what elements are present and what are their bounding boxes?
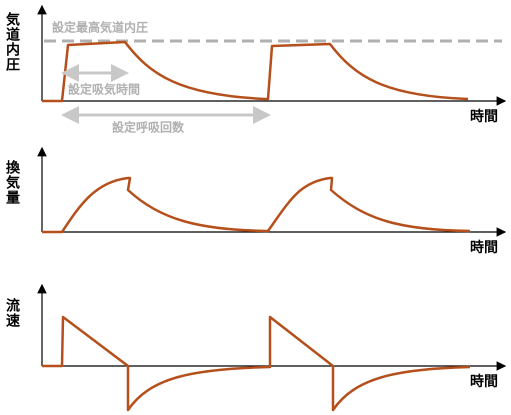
volume-panel: 換気量 時間	[4, 146, 507, 256]
x-label: 時間	[470, 373, 498, 390]
annotation: 設定最高気道内圧	[52, 20, 148, 35]
y-label: 気道内圧	[4, 11, 20, 72]
x-label: 時間	[470, 239, 498, 256]
volume-wave	[42, 176, 471, 234]
pressure-wave	[42, 40, 469, 103]
y-label: 換気量	[4, 159, 20, 205]
pressure-panel: 気道内圧 設定最高気道内圧 設定吸気時間 設定呼吸回数 時間	[4, 4, 507, 135]
x-label: 時間	[470, 108, 498, 125]
annotation: 設定吸気時間	[68, 82, 140, 97]
annotation: 設定呼吸回数	[112, 120, 185, 135]
flow-wave	[42, 315, 471, 412]
y-label: 流速	[4, 297, 20, 328]
flow-panel: 流速 時間	[4, 283, 507, 412]
